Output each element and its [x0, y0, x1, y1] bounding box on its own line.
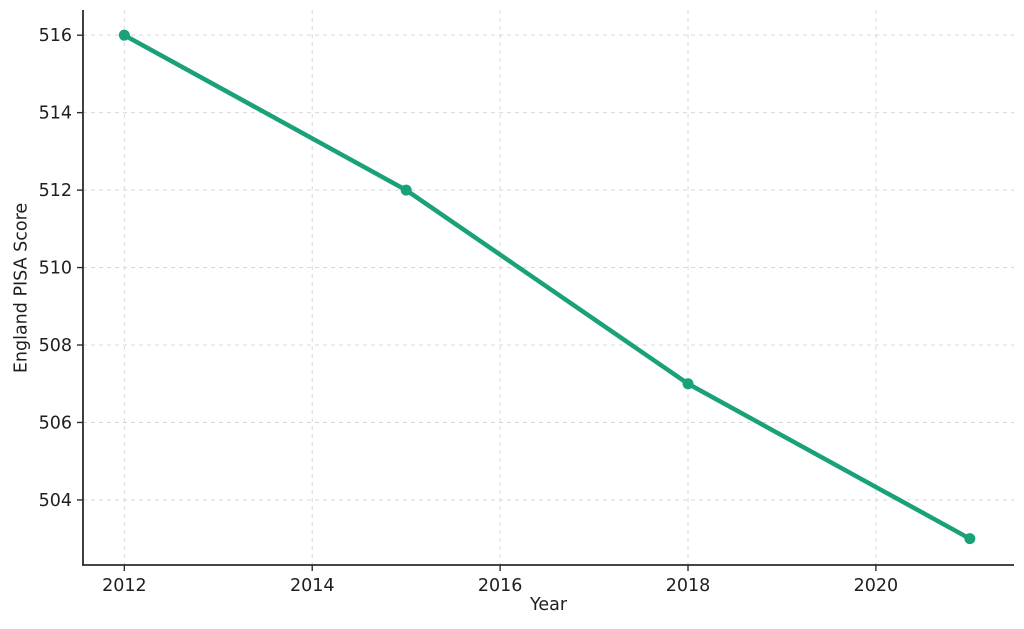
- y-tick-label: 506: [39, 413, 72, 433]
- data-point: [118, 29, 130, 41]
- y-tick-label: 512: [39, 181, 72, 201]
- y-axis-title: England PISA Score: [11, 202, 32, 374]
- x-tick-label: 2018: [666, 576, 711, 596]
- x-tick-label: 2014: [290, 576, 335, 596]
- x-axis-title: Year: [529, 595, 568, 615]
- data-point: [682, 378, 694, 390]
- x-tick-label: 2016: [478, 576, 523, 596]
- data-line: [122, 32, 973, 541]
- data-point: [964, 533, 976, 545]
- y-tick-label: 516: [39, 26, 72, 46]
- y-tick-label: 510: [39, 259, 72, 279]
- y-tick-label: 514: [39, 104, 72, 124]
- data-point: [400, 184, 412, 196]
- x-tick-label: 2020: [854, 576, 899, 596]
- x-tick-label: 2012: [102, 576, 147, 596]
- y-tick-label: 504: [39, 491, 72, 511]
- y-tick-label: 508: [39, 336, 72, 356]
